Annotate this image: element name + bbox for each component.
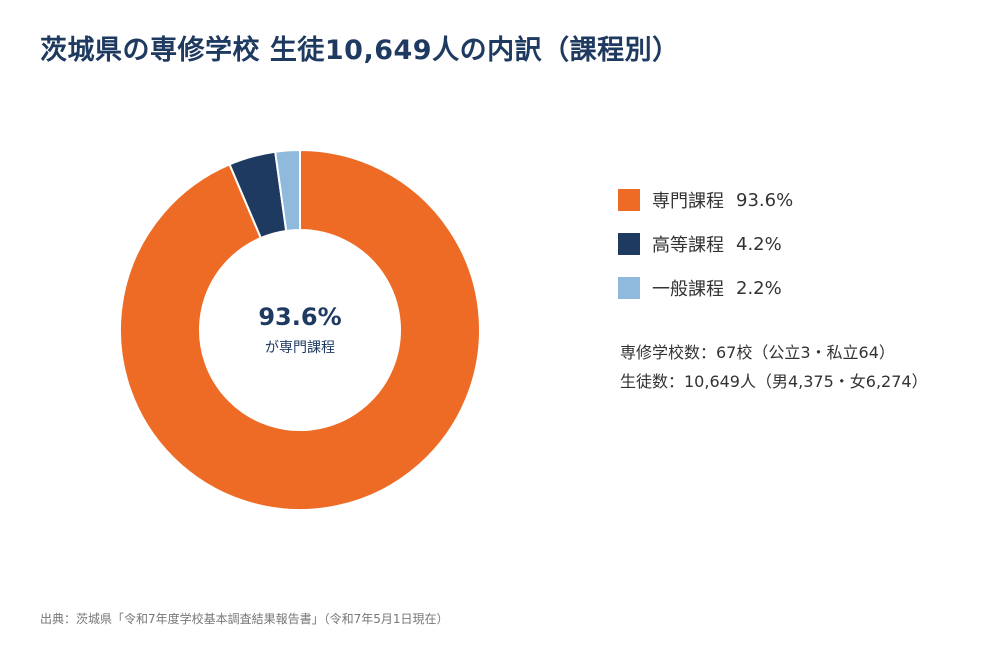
legend-label: 一般課程 [652, 279, 724, 300]
donut-slice-3 [274, 148, 301, 233]
school-count-text: 専修学校数：67校（公立3・私立64） [620, 343, 895, 362]
center-caption-label: が専門課程 [265, 340, 335, 356]
summary: 専修学校数：67校（公立3・私立64） 生徒数：10,649人（男4,375・女… [620, 338, 928, 396]
legend-value: 4.2% [736, 233, 782, 255]
legend-swatch [618, 233, 640, 255]
donut-slice-1 [119, 148, 481, 511]
donut-slices [119, 148, 481, 511]
legend-item-senmon: 専門課程 93.6% [618, 178, 793, 222]
legend-item-ippan: 一般課程 2.2% [618, 266, 793, 310]
center-value-label: 93.6% [258, 303, 341, 331]
legend-swatch [618, 189, 640, 211]
legend-value: 2.2% [736, 277, 782, 299]
legend-label: 高等課程 [652, 235, 724, 256]
source-note: 出典：茨城県「令和7年度学校基本調査結果報告書」（令和7年5月1日現在） [40, 612, 449, 626]
legend-item-koto: 高等課程 4.2% [618, 222, 793, 266]
legend: 専門課程 93.6% 高等課程 4.2% 一般課程 2.2% [618, 178, 793, 310]
chart-title: 茨城県の専修学校 生徒10,649人の内訳（課程別） [40, 35, 680, 66]
legend-value: 93.6% [736, 189, 794, 211]
legend-swatch [618, 277, 640, 299]
student-count-text: 生徒数：10,649人（男4,375・女6,274） [620, 372, 928, 391]
legend-label: 専門課程 [652, 191, 724, 212]
